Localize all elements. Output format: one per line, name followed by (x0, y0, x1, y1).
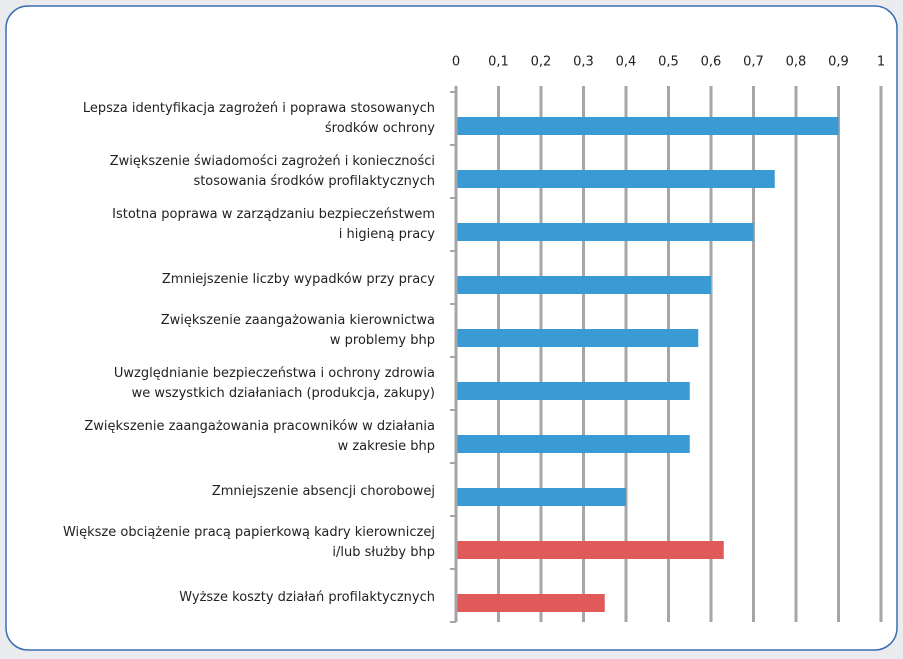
bar (456, 329, 699, 347)
bar (456, 594, 605, 612)
category-label-line: Większe obciążenie pracą papierkową kadr… (63, 525, 435, 540)
category-label: Lepsza identyfikacja zagrożeń i poprawa … (83, 101, 435, 136)
category-label: Zwiększenie zaangażowania kierownictwa w … (161, 313, 435, 348)
category-label-line: Zwiększenie zaangażowania kierownictwa (161, 313, 435, 328)
category-label-line: w zakresie bhp (338, 439, 435, 454)
category-label: Zmniejszenie absencji chorobowej (212, 484, 435, 499)
x-tick-label: 1 (877, 55, 885, 70)
x-tick-label: 0,2 (531, 55, 552, 70)
category-label-line: i/lub służby bhp (332, 545, 435, 560)
category-label-line: Zmniejszenie liczby wypadków przy pracy (162, 272, 435, 287)
bar (456, 541, 724, 559)
category-label-line: Istotna poprawa w zarządzaniu bezpieczeń… (112, 207, 435, 222)
x-tick-label: 0,3 (573, 55, 594, 70)
panel (5, 5, 898, 651)
category-label-line: Zwiększenie świadomości zagrożeń i konie… (110, 154, 435, 169)
bar (456, 276, 711, 294)
category-label-line: Lepsza identyfikacja zagrożeń i poprawa … (83, 101, 435, 116)
category-label: Zwiększenie zaangażowania pracowników w … (84, 419, 435, 454)
bar (456, 488, 626, 506)
category-label: Wyższe koszty działań profilaktycznych (179, 590, 435, 605)
bar (456, 170, 775, 188)
category-label-line: Zmniejszenie absencji chorobowej (212, 484, 435, 499)
x-tick-label: 0,6 (701, 55, 722, 70)
category-label-line: Uwzględnianie bezpieczeństwa i ochrony z… (114, 366, 435, 381)
category-label: Uwzględnianie bezpieczeństwa i ochrony z… (114, 366, 435, 401)
x-tick-label: 0,9 (828, 55, 849, 70)
category-label: Zmniejszenie liczby wypadków przy pracy (162, 272, 435, 287)
bar (456, 382, 690, 400)
category-label-line: we wszystkich działaniach (produkcja, za… (132, 386, 435, 401)
bar (456, 223, 754, 241)
category-label-line: w problemy bhp (330, 333, 435, 348)
bar (456, 117, 839, 135)
category-label-line: i higieną pracy (339, 227, 436, 242)
category-label-line: Zwiększenie zaangażowania pracowników w … (84, 419, 435, 434)
x-tick-label: 0,5 (658, 55, 679, 70)
x-tick-label: 0,7 (743, 55, 764, 70)
bar (456, 435, 690, 453)
x-tick-label: 0,8 (786, 55, 807, 70)
category-label: Istotna poprawa w zarządzaniu bezpieczeń… (112, 207, 435, 242)
x-tick-label: 0,4 (616, 55, 637, 70)
category-label-line: Wyższe koszty działań profilaktycznych (179, 590, 435, 605)
category-label: Większe obciążenie pracą papierkową kadr… (63, 525, 435, 560)
x-tick-label: 0,1 (488, 55, 509, 70)
category-label-line: stosowania środków profilaktycznych (193, 174, 435, 189)
category-label-line: środków ochrony (325, 121, 435, 136)
category-label: Zwiększenie świadomości zagrożeń i konie… (110, 154, 435, 189)
x-tick-label: 0 (452, 55, 460, 70)
